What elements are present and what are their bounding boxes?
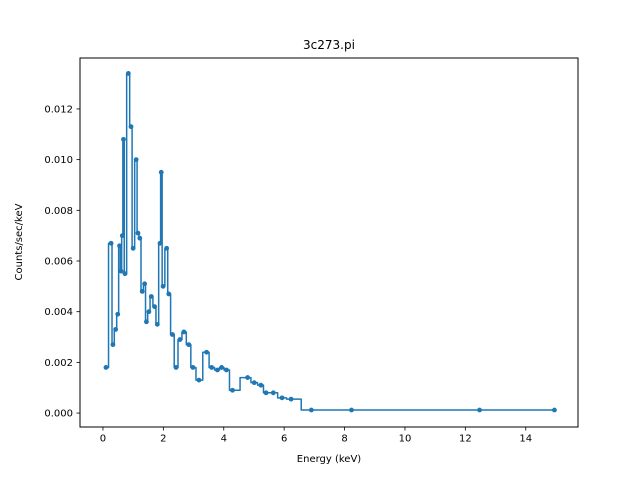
x-tick-label: 10 <box>399 434 412 445</box>
data-point <box>110 342 116 348</box>
data-point <box>152 304 157 310</box>
data-point <box>115 311 121 317</box>
data-point <box>177 337 183 342</box>
x-tick-label: 6 <box>281 434 287 445</box>
data-point <box>146 309 152 315</box>
data-point <box>135 230 141 236</box>
data-point <box>349 407 354 413</box>
data-point <box>113 327 119 332</box>
y-tick-label: 0.010 <box>44 155 73 166</box>
data-point <box>186 342 192 348</box>
data-point <box>196 377 202 383</box>
data-point <box>245 375 251 380</box>
data-point <box>263 390 269 396</box>
data-point <box>166 291 172 297</box>
data-point <box>173 365 179 370</box>
data-point <box>308 407 314 413</box>
data-point <box>181 329 187 335</box>
data-point <box>119 233 125 239</box>
data-point <box>190 365 196 370</box>
data-point <box>139 289 145 294</box>
x-axis-label: Energy (keV) <box>297 454 362 465</box>
data-point <box>137 235 143 241</box>
data-point <box>158 169 164 175</box>
data-point <box>122 271 128 277</box>
data-point <box>144 319 149 325</box>
data-point <box>219 365 225 370</box>
spectrum-steps-path <box>105 72 555 411</box>
data-point <box>477 407 482 413</box>
data-point <box>121 136 126 142</box>
x-tick-label: 0 <box>100 434 106 445</box>
y-tick-label: 0.008 <box>44 206 73 217</box>
y-tick-label: 0.012 <box>44 104 73 115</box>
data-point <box>154 321 160 327</box>
plot-frame <box>79 57 579 428</box>
data-point <box>204 349 209 355</box>
y-tick-label: 0.000 <box>44 409 73 420</box>
data-point <box>215 367 220 373</box>
spectrum-line <box>105 72 555 411</box>
y-tick-label: 0.004 <box>44 307 73 318</box>
data-point <box>288 396 294 402</box>
data-point <box>130 245 136 251</box>
y-tick-label: 0.006 <box>44 257 73 268</box>
data-point <box>279 395 285 401</box>
data-point <box>148 294 154 299</box>
data-point <box>160 283 166 289</box>
x-tick-label: 8 <box>341 434 347 445</box>
data-point <box>108 240 114 246</box>
data-point <box>128 124 134 130</box>
y-tick-label: 0.002 <box>44 358 73 369</box>
y-axis-label: Counts/sec/keV <box>14 203 25 280</box>
data-point-markers <box>103 71 557 413</box>
data-point <box>209 365 215 370</box>
chart-title: 3c273.pi <box>303 38 355 52</box>
data-point <box>258 382 264 388</box>
data-point <box>103 365 109 370</box>
data-point <box>125 71 131 76</box>
x-tick-label: 14 <box>519 434 532 445</box>
axis-ticks: 0 2 4 6 8 10 12 14 0.000 0.002 0.004 0.006 0.008 0.01… <box>44 104 532 444</box>
data-point <box>157 240 163 246</box>
data-point <box>251 380 257 386</box>
data-point <box>142 281 148 287</box>
data-point <box>164 245 170 251</box>
x-tick-label: 12 <box>459 434 472 445</box>
data-point <box>118 268 124 274</box>
data-point <box>230 387 235 393</box>
data-point <box>117 243 122 249</box>
x-tick-label: 4 <box>221 434 227 445</box>
data-point <box>224 367 229 373</box>
data-point <box>133 157 139 163</box>
data-point <box>552 407 557 413</box>
x-tick-label: 2 <box>160 434 166 445</box>
data-point <box>170 332 175 337</box>
data-point <box>270 390 276 396</box>
